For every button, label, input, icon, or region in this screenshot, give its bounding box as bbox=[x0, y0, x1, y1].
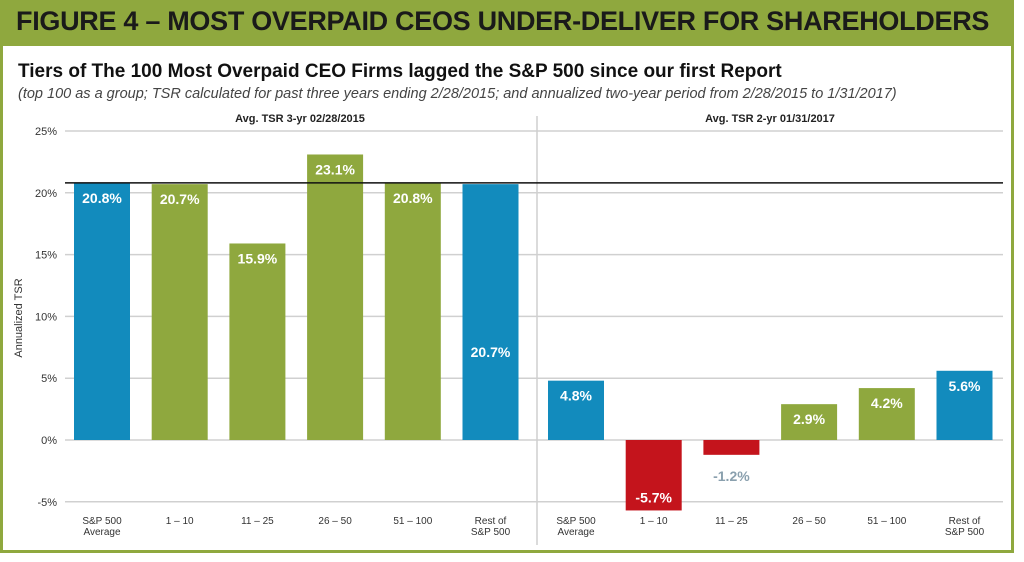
x-tick-label: Average bbox=[83, 527, 121, 538]
x-tick-label: 51 – 100 bbox=[393, 516, 432, 527]
figure-frame bbox=[0, 0, 1014, 553]
x-tick-label: S&P 500 bbox=[556, 516, 596, 527]
panel-label: Avg. TSR 2-yr 01/31/2017 bbox=[705, 113, 835, 125]
x-tick-label: 11 – 25 bbox=[241, 516, 274, 527]
bar bbox=[548, 380, 604, 440]
data-label: 2.9% bbox=[793, 411, 825, 427]
data-label: 20.7% bbox=[471, 344, 511, 360]
x-tick-label: 1 – 10 bbox=[166, 516, 194, 527]
y-tick-label: 20% bbox=[35, 188, 57, 200]
bar bbox=[384, 182, 441, 441]
data-label: 20.8% bbox=[393, 190, 433, 206]
y-tick-label: -5% bbox=[37, 497, 57, 509]
data-label: 4.2% bbox=[871, 395, 903, 411]
bar bbox=[151, 184, 208, 440]
x-tick-label: S&P 500 bbox=[82, 516, 122, 527]
x-tick-label: S&P 500 bbox=[471, 527, 511, 538]
bar bbox=[74, 182, 130, 441]
chart-note: (top 100 as a group; TSR calculated for … bbox=[18, 86, 897, 102]
x-tick-label: Average bbox=[557, 527, 595, 538]
x-tick-label: Rest of bbox=[475, 516, 507, 527]
data-label: 5.6% bbox=[949, 378, 981, 394]
bar bbox=[229, 243, 286, 440]
x-tick-label: 51 – 100 bbox=[867, 516, 906, 527]
y-axis-label: Annualized TSR bbox=[13, 278, 25, 357]
y-tick-label: 0% bbox=[41, 435, 57, 447]
figure-title: FIGURE 4 – MOST OVERPAID CEOS UNDER-DELI… bbox=[16, 6, 990, 36]
x-tick-label: 26 – 50 bbox=[318, 516, 352, 527]
panel-label: Avg. TSR 3-yr 02/28/2015 bbox=[235, 113, 365, 125]
x-tick-label: 26 – 50 bbox=[792, 516, 826, 527]
title-bar: FIGURE 4 – MOST OVERPAID CEOS UNDER-DELI… bbox=[0, 0, 1014, 46]
bar bbox=[462, 184, 519, 440]
x-tick-label: Rest of bbox=[949, 516, 981, 527]
bar bbox=[625, 440, 682, 511]
bar bbox=[307, 154, 364, 440]
chart-subtitle: Tiers of The 100 Most Overpaid CEO Firms… bbox=[18, 61, 782, 82]
y-tick-label: 25% bbox=[35, 126, 57, 138]
y-tick-label: 15% bbox=[35, 250, 57, 262]
bar bbox=[858, 388, 915, 440]
bar bbox=[781, 404, 838, 440]
bar bbox=[703, 440, 760, 455]
data-label: -1.2% bbox=[713, 468, 750, 484]
data-label: 20.8% bbox=[82, 190, 122, 206]
data-label: 23.1% bbox=[315, 161, 355, 177]
x-tick-label: 11 – 25 bbox=[715, 516, 748, 527]
bar bbox=[936, 370, 993, 440]
data-label: 20.7% bbox=[160, 191, 200, 207]
y-tick-label: 5% bbox=[41, 373, 57, 385]
y-tick-label: 10% bbox=[35, 311, 57, 323]
x-tick-label: 1 – 10 bbox=[640, 516, 668, 527]
x-tick-label: S&P 500 bbox=[945, 527, 985, 538]
data-label: 4.8% bbox=[560, 388, 592, 404]
data-label: 15.9% bbox=[238, 250, 278, 266]
data-label: -5.7% bbox=[635, 489, 672, 505]
